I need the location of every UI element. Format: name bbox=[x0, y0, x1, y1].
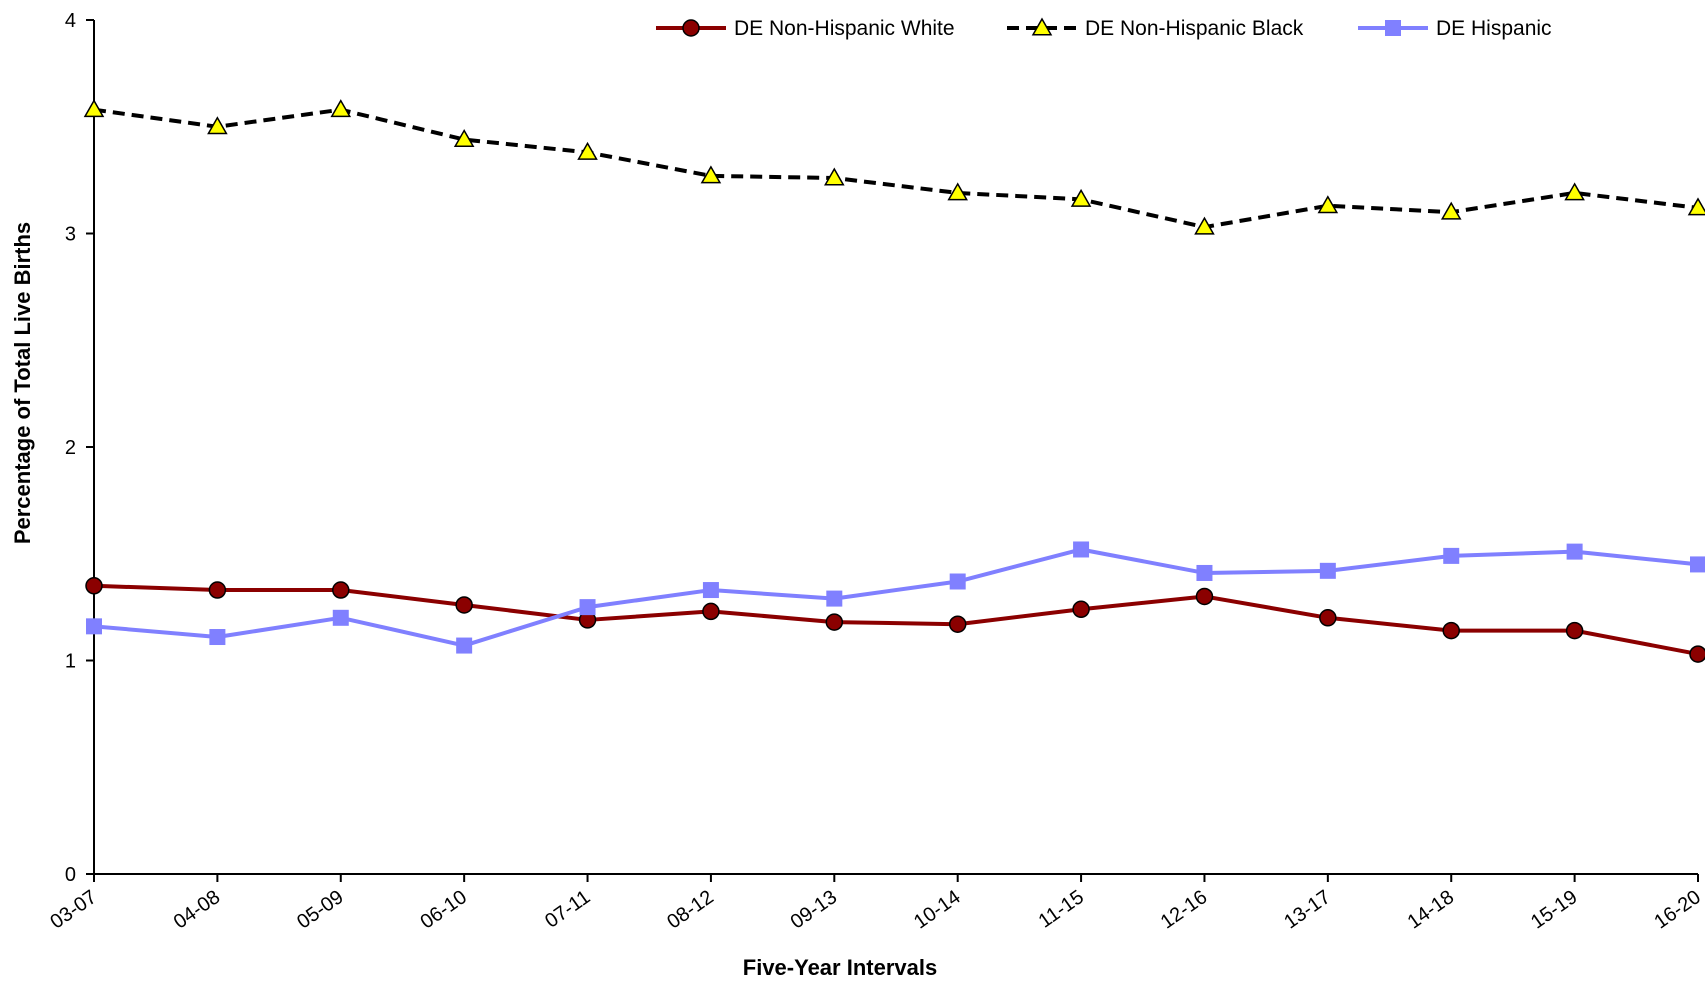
x-tick-label: 06-10 bbox=[416, 886, 471, 933]
data-point bbox=[86, 618, 102, 635]
data-point bbox=[1564, 182, 1585, 201]
x-tick-label: 09-13 bbox=[787, 886, 842, 933]
data-point bbox=[1687, 197, 1705, 216]
series-line bbox=[93, 107, 1699, 230]
series-layer bbox=[83, 99, 1705, 663]
data-point bbox=[702, 602, 720, 621]
data-point bbox=[826, 590, 843, 607]
axes: 0 1 2 3 4 03-07 04-08 05-09 06-10 07-11 08-12 09-13… bbox=[46, 10, 1705, 933]
series-line bbox=[93, 583, 1699, 657]
x-tick-label: 12-16 bbox=[1157, 886, 1212, 933]
x-tick-label: 04-08 bbox=[170, 886, 225, 933]
y-tick-label: 2 bbox=[65, 437, 76, 459]
legend-marker bbox=[682, 19, 700, 37]
data-point bbox=[824, 167, 845, 186]
legend-label: DE Non-Hispanic White bbox=[734, 17, 955, 40]
legend: DE Non-Hispanic White DE Non-Hispanic Bla… bbox=[656, 17, 1552, 40]
data-point bbox=[1319, 562, 1336, 579]
x-tick-label: 05-09 bbox=[293, 886, 348, 933]
x-tick-label: 16-20 bbox=[1650, 886, 1705, 933]
legend-item: DE Hispanic bbox=[1358, 17, 1552, 40]
data-point bbox=[208, 581, 227, 599]
y-axis-title: Percentage of Total Live Births bbox=[10, 222, 35, 544]
data-point bbox=[455, 596, 473, 614]
data-point bbox=[1317, 195, 1339, 214]
data-point bbox=[577, 141, 598, 160]
y-tick-label: 1 bbox=[65, 651, 76, 673]
data-point bbox=[1690, 556, 1705, 573]
data-point bbox=[456, 637, 473, 654]
legend-label: DE Hispanic bbox=[1436, 17, 1552, 40]
data-point bbox=[1566, 543, 1583, 560]
x-tick-label: 15-19 bbox=[1527, 886, 1582, 933]
legend-item: DE Non-Hispanic Black bbox=[1007, 17, 1304, 40]
data-point bbox=[1565, 621, 1584, 640]
data-point bbox=[825, 613, 844, 631]
x-tick-label: 11-15 bbox=[1035, 886, 1088, 933]
legend-label: DE Non-Hispanic Black bbox=[1085, 17, 1304, 40]
data-point bbox=[1070, 188, 1092, 207]
data-point bbox=[1689, 645, 1705, 663]
data-point bbox=[330, 99, 352, 118]
data-point bbox=[1073, 541, 1090, 558]
y-tick-label: 4 bbox=[65, 10, 76, 32]
data-point bbox=[1443, 547, 1460, 564]
data-point bbox=[702, 582, 719, 599]
data-point bbox=[83, 99, 105, 118]
data-point bbox=[579, 599, 596, 616]
data-point bbox=[948, 615, 967, 633]
data-point bbox=[332, 581, 350, 599]
data-point bbox=[947, 182, 968, 201]
data-point bbox=[1072, 600, 1090, 619]
legend-marker bbox=[1031, 17, 1053, 36]
series-de-non-hispanic-white bbox=[85, 577, 1705, 663]
y-tick-label: 0 bbox=[65, 864, 76, 886]
series-de-non-hispanic-black bbox=[83, 99, 1705, 235]
y-tick-label: 3 bbox=[65, 224, 76, 246]
series-line bbox=[93, 547, 1699, 648]
data-point bbox=[1196, 564, 1213, 581]
legend-marker bbox=[1385, 20, 1401, 36]
x-axis-title: Five-Year Intervals bbox=[743, 955, 937, 980]
data-point bbox=[453, 129, 475, 148]
data-point bbox=[1319, 609, 1337, 627]
x-tick-label: 10-14 bbox=[910, 886, 965, 933]
data-point bbox=[1195, 587, 1214, 606]
x-tick-label: 13-17 bbox=[1280, 886, 1335, 933]
data-point bbox=[207, 116, 228, 135]
x-tick-label: 07-11 bbox=[541, 886, 594, 933]
x-tick-label: 03-07 bbox=[46, 886, 101, 933]
x-tick-label: 14-18 bbox=[1404, 886, 1459, 933]
data-point bbox=[209, 629, 226, 646]
data-point bbox=[949, 573, 966, 590]
data-point bbox=[700, 165, 722, 184]
data-point bbox=[1440, 201, 1462, 220]
series-de-hispanic bbox=[86, 541, 1705, 654]
data-point bbox=[332, 609, 349, 626]
data-point bbox=[1194, 216, 1215, 235]
legend-item: DE Non-Hispanic White bbox=[656, 17, 955, 40]
x-tick-label: 08-12 bbox=[663, 886, 718, 933]
data-point bbox=[85, 577, 103, 595]
data-point bbox=[1442, 621, 1460, 640]
